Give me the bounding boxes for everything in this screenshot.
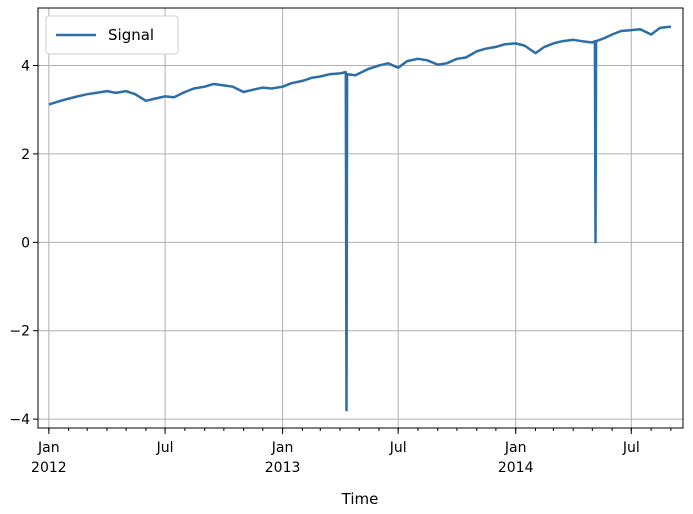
y-tick-label: −2 <box>9 324 30 340</box>
x-tick-year-label: 2012 <box>31 460 67 476</box>
grid <box>38 8 683 428</box>
plot-frame <box>37 7 684 429</box>
series-line-signal <box>48 25 672 412</box>
x-axis-label: Time <box>341 490 379 508</box>
x-tick-label: Jul <box>622 440 640 456</box>
x-tick-year-label: 2013 <box>265 460 301 476</box>
y-tick-label: 2 <box>21 147 30 163</box>
x-tick-label: Jan <box>37 440 60 456</box>
legend-label-signal: Signal <box>108 26 154 44</box>
x-tick-label: Jul <box>389 440 407 456</box>
y-tick-label: 4 <box>21 58 30 74</box>
x-tick-year-label: 2014 <box>498 460 534 476</box>
legend: Signal <box>45 15 179 55</box>
x-tick-label: Jul <box>156 440 174 456</box>
y-tick-label: 0 <box>21 235 30 251</box>
x-tick-label: Jan <box>504 440 527 456</box>
x-tick-label: Jan <box>271 440 294 456</box>
y-tick-label: −4 <box>9 412 30 428</box>
legend-box <box>45 15 179 55</box>
series-area <box>48 25 672 412</box>
axis-ticks: −4 −2 0 2 4 Jan 2012 Jul Jan 2013 Jul Jan 2014 Jul <box>9 58 672 476</box>
